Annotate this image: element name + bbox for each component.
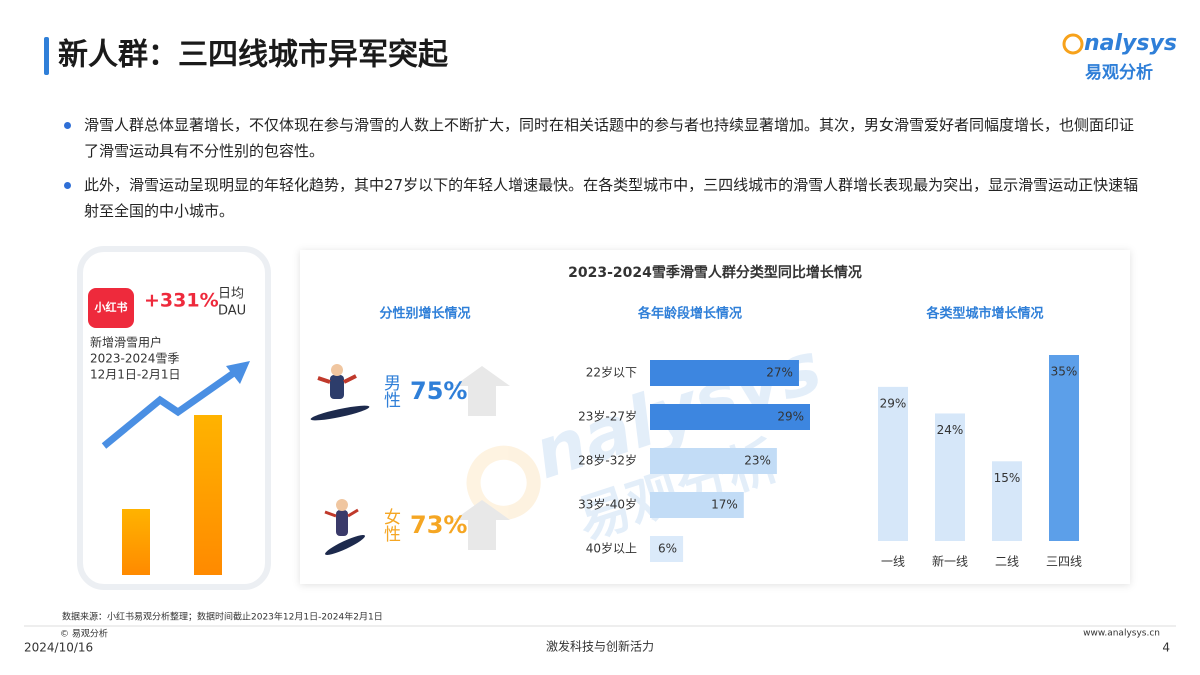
category-label: 三四线	[1046, 555, 1082, 569]
category-label: 一线	[881, 555, 905, 569]
copyright: © 易观分析	[60, 628, 108, 640]
category-label: 新一线	[932, 554, 968, 569]
app-icon	[88, 288, 134, 328]
date: 2024/10/16	[24, 641, 93, 655]
app-name: 小红书	[94, 300, 128, 314]
section-title: 各年龄段增长情况	[637, 306, 742, 322]
value-label: 6%	[658, 542, 677, 556]
logo: nalysys 易观分析	[1062, 31, 1177, 83]
metric: 日均	[218, 287, 244, 302]
category-label: 28岁-32岁	[578, 453, 637, 468]
gender-value: 73%	[410, 511, 467, 539]
page-number: 4	[1162, 641, 1170, 655]
section-title: 各类型城市增长情况	[925, 306, 1043, 322]
source: 数据来源：小红书易观分析整理；数据时间截止2023年12月1日-2024年2月1…	[62, 611, 383, 623]
metric: DAU	[218, 304, 246, 319]
up-arrows	[454, 366, 510, 550]
category-label: 22岁以下	[586, 365, 637, 380]
phone-desc: 12月1日-2月1日	[90, 368, 181, 382]
phone-desc: 新增滑雪用户	[90, 335, 162, 350]
snowboarder-icon	[324, 499, 366, 555]
bar	[650, 404, 810, 430]
bullet: 滑雪人群总体显著增长，不仅体现在参与滑雪的人数上不断扩大，同时在相关话题中的参与…	[62, 112, 1142, 164]
value-label: 24%	[937, 423, 964, 437]
category-label: 40岁以上	[586, 541, 637, 556]
value-label: 35%	[1051, 365, 1078, 379]
title-accent	[44, 37, 49, 75]
bullet-list: 滑雪人群总体显著增长，不仅体现在参与滑雪的人数上不断扩大，同时在相关话题中的参与…	[62, 112, 1142, 232]
slogan: 激发科技与创新活力	[546, 639, 654, 654]
snowboarder-icon	[310, 364, 370, 421]
deco-bar	[122, 509, 150, 575]
phone-desc: 2023-2024雪季	[90, 352, 179, 366]
trend-arrow-head	[226, 361, 250, 384]
bar	[878, 386, 908, 541]
bar	[935, 413, 965, 541]
deco-bar	[194, 415, 222, 575]
bar	[650, 536, 684, 562]
url: www.analysys.cn	[1083, 629, 1160, 639]
bar	[650, 360, 799, 386]
panel-title: 2023-2024雪季滑雪人群分类型同比增长情况	[568, 264, 862, 281]
category-label: 33岁-40岁	[578, 497, 637, 512]
gender-label: 女性	[380, 508, 401, 542]
bar	[992, 461, 1022, 541]
gender-value: 75%	[410, 377, 467, 405]
value-label: 27%	[766, 366, 793, 380]
gender-label: 男性	[380, 374, 401, 408]
value-label: 29%	[777, 410, 804, 424]
category-label: 23岁-27岁	[578, 409, 637, 424]
value-label: 23%	[744, 454, 771, 468]
value-label: 15%	[994, 471, 1021, 485]
value-label: 29%	[880, 396, 907, 410]
bar	[650, 492, 744, 518]
value-label: 17%	[711, 498, 738, 512]
logo-brand: nalysys	[1084, 31, 1177, 56]
trend-arrow	[101, 367, 241, 449]
slide-title: 新人群：三四线城市异军突起	[58, 38, 449, 73]
bar	[650, 448, 777, 474]
bar	[1049, 355, 1079, 541]
growth: +331%	[144, 290, 219, 312]
bullet: 此外，滑雪运动呈现明显的年轻化趋势，其中27岁以下的年轻人增速最快。在各类型城市…	[62, 172, 1142, 224]
section-title: 分性别增长情况	[379, 306, 470, 322]
category-label: 二线	[995, 555, 1019, 569]
logo-cn: 易观分析	[1085, 62, 1153, 83]
